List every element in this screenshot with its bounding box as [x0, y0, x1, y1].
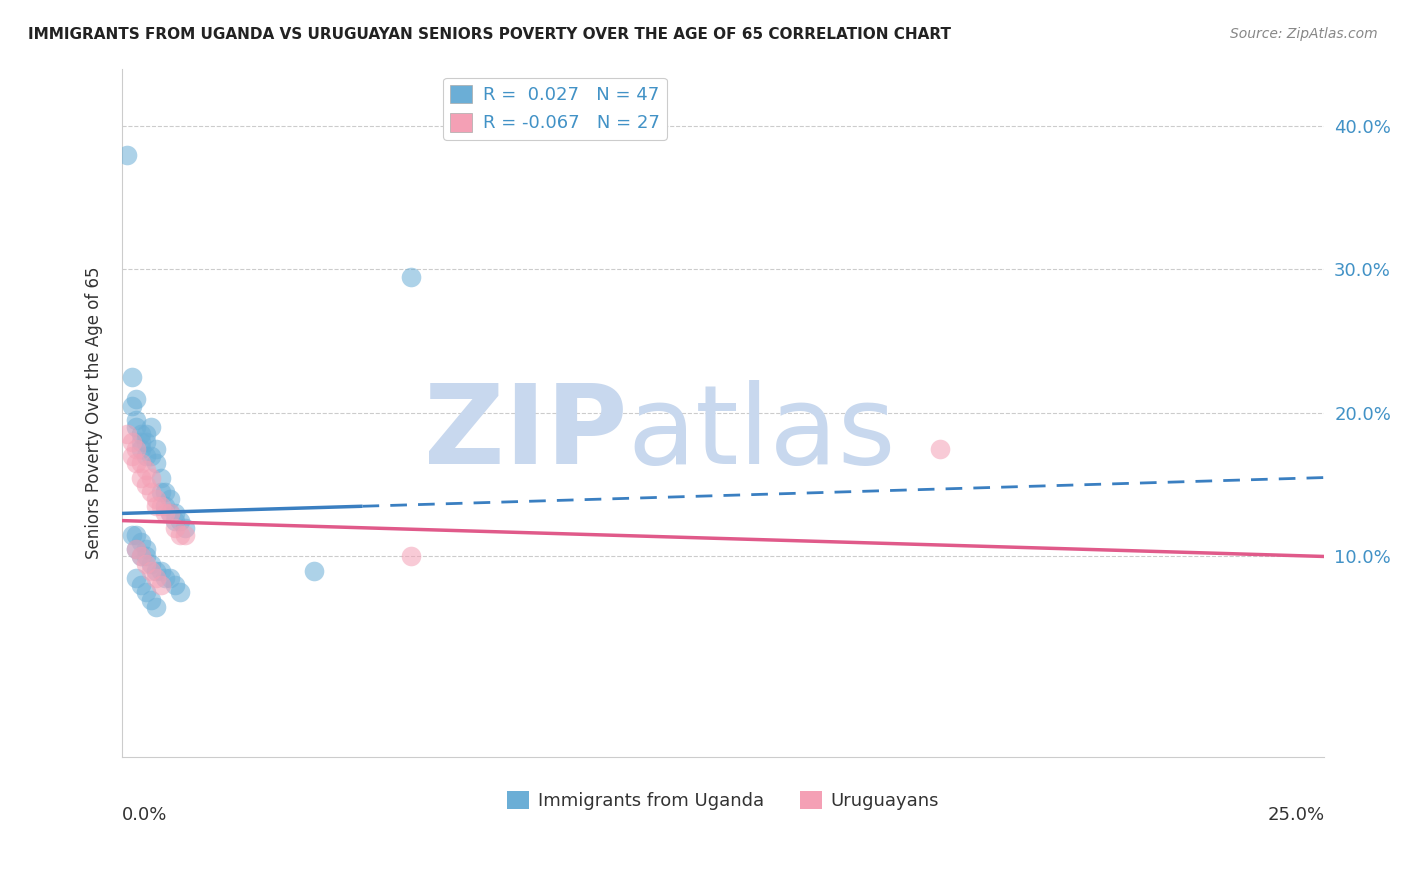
Text: ZIP: ZIP	[423, 380, 627, 487]
Point	[145, 491, 167, 506]
Point	[135, 557, 157, 571]
Point	[159, 571, 181, 585]
Text: Source: ZipAtlas.com: Source: ZipAtlas.com	[1230, 27, 1378, 41]
Text: atlas: atlas	[627, 380, 896, 487]
Point	[149, 564, 172, 578]
Point	[121, 528, 143, 542]
Point	[115, 147, 138, 161]
Point	[129, 442, 152, 456]
Point	[399, 549, 422, 564]
Point	[928, 442, 950, 456]
Point	[125, 442, 148, 456]
Point	[129, 427, 152, 442]
Point	[169, 514, 191, 528]
Point	[149, 470, 172, 484]
Point	[129, 470, 152, 484]
Point	[125, 542, 148, 557]
Point	[149, 578, 172, 592]
Point	[145, 571, 167, 585]
Point	[125, 392, 148, 406]
Point	[139, 420, 162, 434]
Point	[125, 542, 148, 557]
Point	[159, 491, 181, 506]
Point	[155, 500, 177, 514]
Point	[139, 557, 162, 571]
Point	[304, 564, 326, 578]
Point	[139, 484, 162, 499]
Point	[125, 413, 148, 427]
Text: 0.0%: 0.0%	[122, 805, 167, 823]
Point	[135, 463, 157, 477]
Point	[163, 521, 186, 535]
Point	[135, 449, 157, 463]
Point	[125, 528, 148, 542]
Point	[125, 420, 148, 434]
Point	[163, 507, 186, 521]
Point	[159, 507, 181, 521]
Point	[135, 477, 157, 491]
Point	[121, 449, 143, 463]
Point	[125, 456, 148, 470]
Point	[169, 585, 191, 599]
Point	[173, 528, 195, 542]
Point	[115, 427, 138, 442]
Point	[139, 449, 162, 463]
Legend: Immigrants from Uganda, Uruguayans: Immigrants from Uganda, Uruguayans	[501, 783, 946, 817]
Point	[129, 434, 152, 449]
Point	[163, 514, 186, 528]
Point	[145, 500, 167, 514]
Point	[135, 434, 157, 449]
Point	[163, 578, 186, 592]
Point	[139, 470, 162, 484]
Point	[159, 507, 181, 521]
Point	[129, 535, 152, 549]
Point	[129, 456, 152, 470]
Text: IMMIGRANTS FROM UGANDA VS URUGUAYAN SENIORS POVERTY OVER THE AGE OF 65 CORRELATI: IMMIGRANTS FROM UGANDA VS URUGUAYAN SENI…	[28, 27, 950, 42]
Point	[155, 507, 177, 521]
Text: 25.0%: 25.0%	[1267, 805, 1324, 823]
Point	[169, 528, 191, 542]
Point	[121, 370, 143, 384]
Y-axis label: Seniors Poverty Over the Age of 65: Seniors Poverty Over the Age of 65	[86, 267, 103, 559]
Point	[173, 521, 195, 535]
Point	[129, 549, 152, 564]
Point	[135, 549, 157, 564]
Point	[135, 542, 157, 557]
Point	[149, 500, 172, 514]
Point	[121, 434, 143, 449]
Point	[135, 585, 157, 599]
Point	[139, 564, 162, 578]
Point	[399, 269, 422, 284]
Point	[139, 592, 162, 607]
Point	[129, 578, 152, 592]
Point	[145, 564, 167, 578]
Point	[145, 442, 167, 456]
Point	[135, 427, 157, 442]
Point	[155, 571, 177, 585]
Point	[149, 484, 172, 499]
Point	[129, 549, 152, 564]
Point	[145, 456, 167, 470]
Point	[145, 599, 167, 614]
Point	[125, 571, 148, 585]
Point	[121, 399, 143, 413]
Point	[155, 484, 177, 499]
